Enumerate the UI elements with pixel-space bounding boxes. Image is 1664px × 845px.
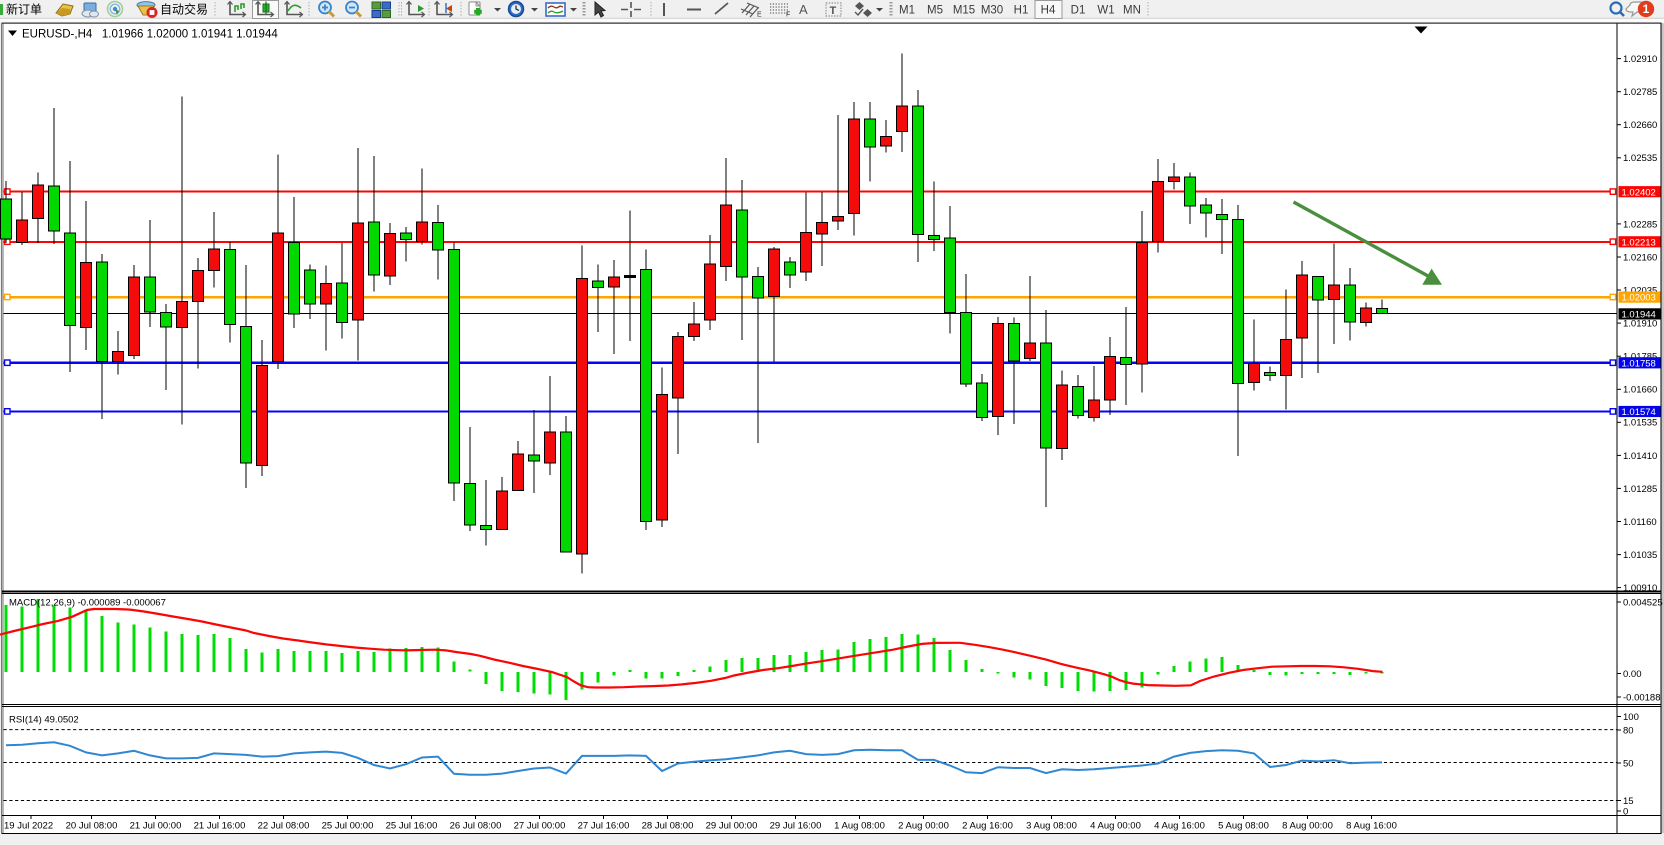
svg-text:25 Jul 00:00: 25 Jul 00:00 xyxy=(322,821,374,832)
svg-text:21 Jul 16:00: 21 Jul 16:00 xyxy=(194,821,246,832)
svg-text:27 Jul 00:00: 27 Jul 00:00 xyxy=(514,821,566,832)
svg-text:80: 80 xyxy=(1623,725,1634,736)
svg-text:-0.00188: -0.00188 xyxy=(1623,692,1661,703)
svg-text:29 Jul 00:00: 29 Jul 00:00 xyxy=(706,821,758,832)
svg-text:3 Aug 08:00: 3 Aug 08:00 xyxy=(1026,821,1077,832)
svg-text:26 Jul 08:00: 26 Jul 08:00 xyxy=(450,821,502,832)
svg-text:H1: H1 xyxy=(1014,5,1029,17)
svg-text:29 Jul 16:00: 29 Jul 16:00 xyxy=(770,821,822,832)
svg-text:1.02785: 1.02785 xyxy=(1623,87,1657,98)
svg-text:1.01285: 1.01285 xyxy=(1623,484,1657,495)
svg-text:1.02660: 1.02660 xyxy=(1623,120,1657,131)
svg-text:1.02213: 1.02213 xyxy=(1622,237,1656,248)
svg-text:1.02003: 1.02003 xyxy=(1622,293,1656,304)
svg-text:8 Aug 00:00: 8 Aug 00:00 xyxy=(1282,821,1333,832)
svg-text:1.01410: 1.01410 xyxy=(1623,451,1657,462)
svg-text:F: F xyxy=(786,12,790,19)
svg-text:25 Jul 16:00: 25 Jul 16:00 xyxy=(386,821,438,832)
svg-text:A: A xyxy=(799,2,808,17)
svg-text:0.00: 0.00 xyxy=(1623,669,1642,680)
svg-text:新订单: 新订单 xyxy=(6,2,42,17)
svg-text:1.01160: 1.01160 xyxy=(1623,517,1657,528)
svg-text:19 Jul 2022: 19 Jul 2022 xyxy=(4,821,53,832)
svg-text:1.00910: 1.00910 xyxy=(1623,583,1657,594)
svg-text:22 Jul 08:00: 22 Jul 08:00 xyxy=(258,821,310,832)
svg-text:RSI(14) 49.0502: RSI(14) 49.0502 xyxy=(9,715,79,726)
svg-text:21 Jul 00:00: 21 Jul 00:00 xyxy=(130,821,182,832)
svg-text:5 Aug 08:00: 5 Aug 08:00 xyxy=(1218,821,1269,832)
svg-text:M15: M15 xyxy=(953,5,975,17)
svg-text:8 Aug 16:00: 8 Aug 16:00 xyxy=(1346,821,1397,832)
svg-text:自动交易: 自动交易 xyxy=(160,2,208,17)
svg-text:1.01535: 1.01535 xyxy=(1623,418,1657,429)
svg-text:1.01660: 1.01660 xyxy=(1623,385,1657,396)
svg-text:1 Aug 08:00: 1 Aug 08:00 xyxy=(834,821,885,832)
svg-text:27 Jul 16:00: 27 Jul 16:00 xyxy=(578,821,630,832)
svg-text:0: 0 xyxy=(1623,806,1628,817)
svg-text:28 Jul 08:00: 28 Jul 08:00 xyxy=(642,821,694,832)
svg-text:2 Aug 16:00: 2 Aug 16:00 xyxy=(962,821,1013,832)
svg-text:4 Aug 16:00: 4 Aug 16:00 xyxy=(1154,821,1205,832)
svg-text:50: 50 xyxy=(1623,758,1634,769)
svg-text:20 Jul 08:00: 20 Jul 08:00 xyxy=(66,821,118,832)
svg-text:0.004525: 0.004525 xyxy=(1623,597,1663,608)
svg-text:1.02402: 1.02402 xyxy=(1622,187,1656,198)
svg-text:M1: M1 xyxy=(899,5,915,17)
svg-text:4 Aug 00:00: 4 Aug 00:00 xyxy=(1090,821,1141,832)
svg-text:1.02910: 1.02910 xyxy=(1623,54,1657,65)
svg-text:1.01574: 1.01574 xyxy=(1622,407,1656,418)
svg-text:1.01035: 1.01035 xyxy=(1623,550,1657,561)
svg-text:MN: MN xyxy=(1123,5,1141,17)
svg-text:2 Aug 00:00: 2 Aug 00:00 xyxy=(898,821,949,832)
svg-text:M5: M5 xyxy=(927,5,943,17)
svg-text:D1: D1 xyxy=(1071,5,1086,17)
svg-text:15: 15 xyxy=(1623,796,1634,807)
svg-text:M30: M30 xyxy=(981,5,1003,17)
svg-text:T: T xyxy=(830,5,837,17)
svg-text:100: 100 xyxy=(1623,712,1639,723)
svg-text:W1: W1 xyxy=(1097,5,1114,17)
svg-text:1.02160: 1.02160 xyxy=(1623,252,1657,263)
svg-text:1.01758: 1.01758 xyxy=(1622,358,1656,369)
svg-text:MACD(12,26,9) -0.000089 -0.000: MACD(12,26,9) -0.000089 -0.000067 xyxy=(9,598,166,609)
svg-text:1: 1 xyxy=(1643,2,1650,16)
svg-text:H4: H4 xyxy=(1041,5,1056,17)
svg-text:E: E xyxy=(757,12,762,19)
svg-text:1.02535: 1.02535 xyxy=(1623,153,1657,164)
svg-text:1.01944: 1.01944 xyxy=(1622,310,1656,321)
svg-text:EURUSD-,H4 1.01966 1.02000 1: EURUSD-,H4 1.01966 1.02000 1.01941 1.019… xyxy=(22,29,278,41)
svg-text:1.02285: 1.02285 xyxy=(1623,219,1657,230)
